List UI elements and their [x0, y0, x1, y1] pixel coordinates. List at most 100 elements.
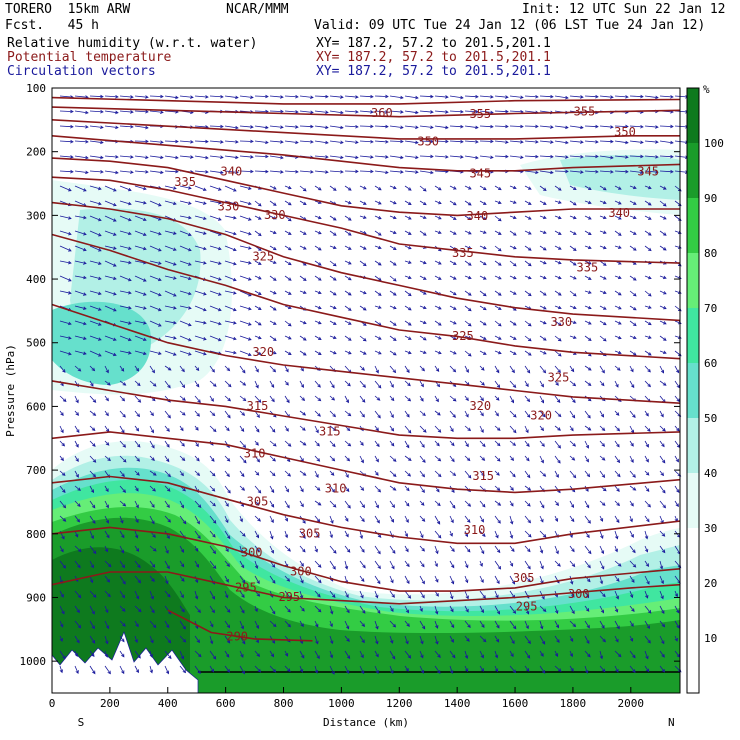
- wind-vector: [584, 200, 592, 205]
- wind-vector: [344, 515, 349, 522]
- wind-vector: [449, 410, 456, 418]
- theta-contour-335: [51, 176, 681, 264]
- wind-vector: [539, 665, 546, 674]
- wind-vector: [89, 290, 102, 296]
- wind-vector: [374, 440, 380, 448]
- wind-vector: [659, 425, 666, 432]
- wind-vector: [584, 140, 599, 144]
- wind-vector: [539, 154, 554, 159]
- wind-vector: [419, 170, 434, 175]
- theta-contour-label: 335: [174, 175, 196, 189]
- wind-vector: [209, 665, 215, 673]
- wind-vector: [539, 350, 547, 355]
- wind-vector: [569, 125, 584, 130]
- wind-vector: [419, 635, 424, 645]
- wind-vector: [299, 620, 304, 628]
- wind-vector: [434, 560, 438, 568]
- wind-vector: [344, 320, 352, 325]
- wind-vector: [134, 230, 147, 236]
- wind-vector: [599, 470, 606, 478]
- wind-vector: [194, 665, 201, 674]
- wind-vector: [74, 500, 81, 507]
- wind-vector: [389, 440, 395, 447]
- wind-vector: [134, 545, 140, 552]
- wind-vector: [89, 380, 94, 387]
- theta-contour-label: 335: [577, 261, 599, 275]
- wind-vector: [539, 215, 547, 220]
- wind-vector: [374, 395, 381, 401]
- wind-vector: [314, 380, 321, 388]
- wind-vector: [584, 605, 590, 612]
- wind-vector: [164, 230, 177, 235]
- wind-vector: [524, 605, 530, 615]
- wind-vector: [569, 410, 576, 419]
- wind-vector: [89, 590, 97, 598]
- rh-region: [52, 547, 190, 693]
- wind-vector: [479, 155, 494, 159]
- wind-vector: [494, 260, 502, 266]
- wind-vector: [659, 575, 664, 585]
- wind-vector: [509, 650, 514, 658]
- wind-vector: [524, 94, 539, 99]
- wind-vector: [164, 560, 170, 570]
- wind-vector: [224, 665, 230, 673]
- wind-vector: [389, 575, 394, 584]
- theta-contour-label: 350: [417, 135, 439, 149]
- wind-vector: [404, 530, 408, 538]
- wind-vector: [149, 590, 154, 600]
- wind-vector: [629, 335, 637, 340]
- wind-vector: [629, 575, 635, 583]
- wind-vector: [494, 305, 502, 310]
- wind-vector: [599, 575, 604, 585]
- wind-vector: [479, 515, 484, 523]
- wind-vector: [614, 380, 619, 388]
- wind-vector: [554, 560, 561, 567]
- wind-vector: [554, 185, 562, 191]
- wind-vector: [449, 155, 464, 159]
- wind-vector: [59, 605, 65, 615]
- wind-vector: [479, 230, 487, 234]
- wind-vector: [314, 470, 319, 478]
- wind-vector: [494, 455, 501, 462]
- wind-vector: [539, 290, 547, 296]
- wind-vector: [254, 365, 259, 373]
- wind-vector: [104, 94, 119, 99]
- wind-vector: [284, 380, 289, 386]
- wind-vector: [674, 365, 680, 374]
- wind-vector: [134, 650, 141, 659]
- wind-vector: [329, 515, 334, 524]
- wind-vector: [314, 215, 322, 220]
- wind-vector: [479, 260, 487, 266]
- wind-vector: [194, 410, 200, 417]
- wind-vector: [419, 335, 427, 341]
- wind-vector: [329, 425, 337, 432]
- wind-vector: [254, 290, 262, 296]
- wind-vector: [629, 560, 637, 568]
- wind-vector: [449, 230, 457, 235]
- wind-vector: [629, 485, 637, 491]
- wind-vector: [434, 470, 442, 478]
- wind-vector: [224, 170, 239, 174]
- wind-vector: [149, 650, 153, 658]
- wind-vector: [509, 410, 517, 418]
- y-tick-label: 800: [26, 528, 46, 541]
- wind-vector: [434, 260, 442, 265]
- wind-vector: [284, 485, 289, 493]
- wind-vector: [104, 230, 117, 236]
- wind-vector: [539, 230, 547, 234]
- wind-vector: [659, 290, 667, 295]
- wind-vector: [629, 440, 634, 447]
- wind-vector: [344, 215, 352, 221]
- wind-vector: [584, 275, 592, 280]
- wind-vector: [659, 95, 674, 99]
- wind-vector: [239, 320, 252, 326]
- wind-vector: [314, 170, 329, 174]
- wind-vector: [179, 95, 194, 99]
- wind-vector: [554, 155, 569, 159]
- wind-vector: [389, 470, 397, 477]
- wind-vector: [239, 350, 252, 357]
- wind-vector: [464, 665, 469, 673]
- wind-vector: [434, 500, 441, 507]
- wind-vector: [464, 635, 470, 642]
- wind-vector: [59, 470, 66, 476]
